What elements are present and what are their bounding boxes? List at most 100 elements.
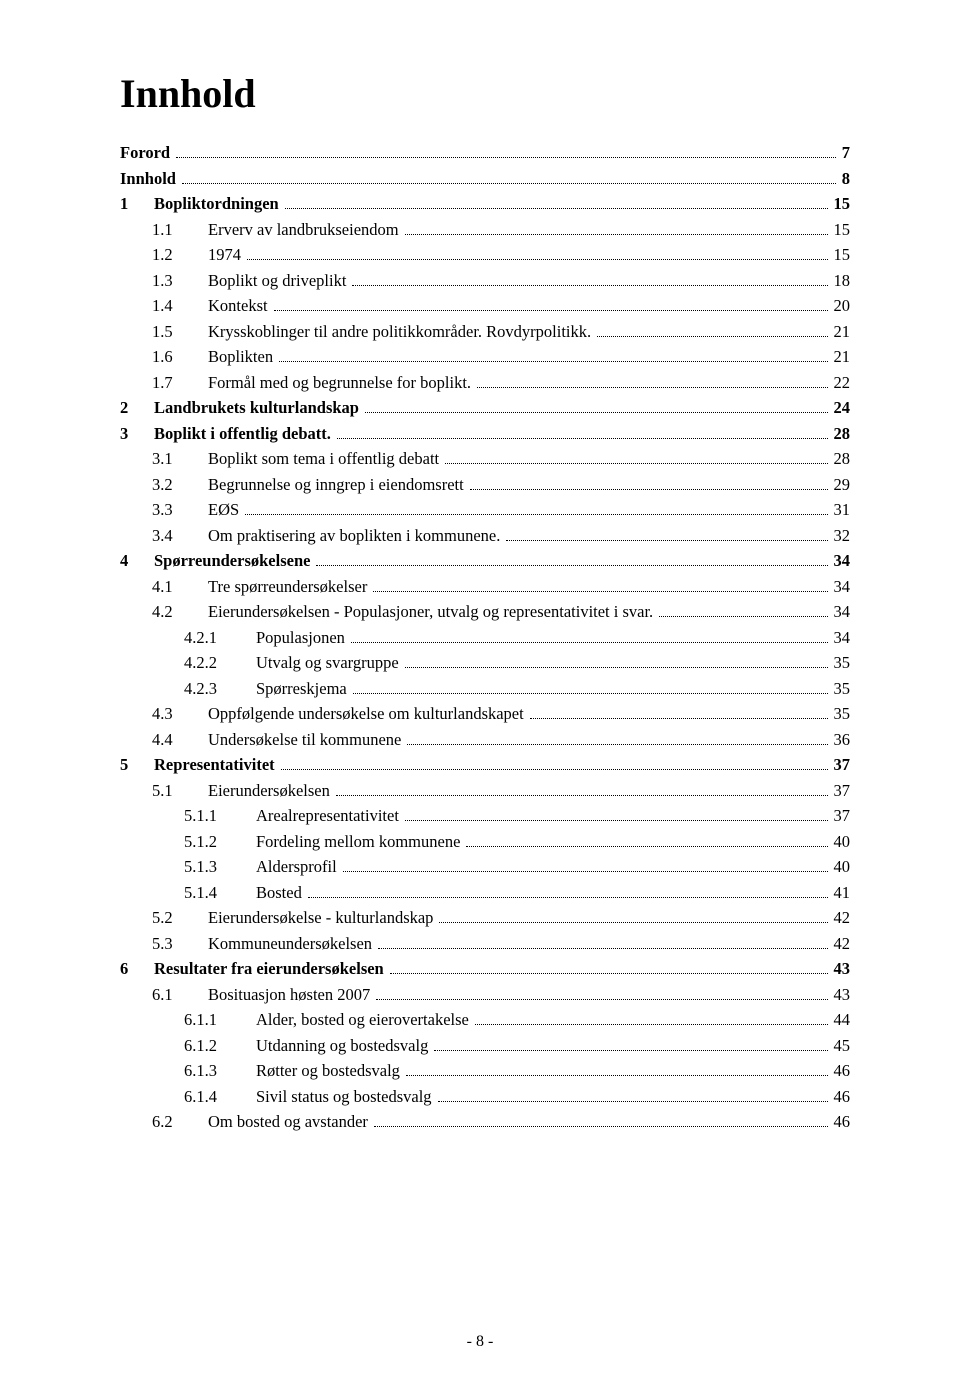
toc-entry: 5.3Kommuneundersøkelsen42: [120, 936, 850, 953]
toc-entry: 6Resultater fra eierundersøkelsen43: [120, 961, 850, 978]
toc-entry: 3.1Boplikt som tema i offentlig debatt28: [120, 451, 850, 468]
toc-entry: 5.1.3Aldersprofil40: [120, 859, 850, 876]
toc-entry-page: 22: [830, 375, 851, 392]
toc-entry-number: 5.3: [152, 936, 208, 953]
toc-entry-leader-dots: [434, 1050, 827, 1051]
toc-entry-page: 42: [830, 910, 851, 927]
toc-entry-number: 4.2: [152, 604, 208, 621]
toc-entry-page: 46: [830, 1063, 851, 1080]
toc-entry-leader-dots: [343, 871, 828, 872]
toc-entry-label: Eierundersøkelse - kulturlandskap: [208, 910, 437, 927]
toc-entry-leader-dots: [405, 234, 828, 235]
toc-entry-number: 4.2.3: [184, 681, 256, 698]
toc-entry-leader-dots: [352, 285, 827, 286]
toc-entry-leader-dots: [182, 183, 836, 184]
toc-entry: 1Bopliktordningen15: [120, 196, 850, 213]
toc-entry-label: 1974: [208, 247, 245, 264]
toc-entry-label: Bosituasjon høsten 2007: [208, 987, 374, 1004]
toc-entry-label: Utvalg og svargruppe: [256, 655, 403, 672]
toc-entry-leader-dots: [407, 744, 827, 745]
toc-entry-number: 4: [120, 553, 154, 570]
toc-entry-leader-dots: [336, 795, 828, 796]
toc-entry-label: Bosted: [256, 885, 306, 902]
toc-entry-leader-dots: [378, 948, 827, 949]
toc-entry-number: 3: [120, 426, 154, 443]
toc-entry-leader-dots: [274, 310, 828, 311]
toc-entry-page: 45: [830, 1038, 851, 1055]
toc-entry-number: 5.1.3: [184, 859, 256, 876]
toc-entry-number: 1.6: [152, 349, 208, 366]
toc-entry-label: Eierundersøkelsen - Populasjoner, utvalg…: [208, 604, 657, 621]
toc-entry-label: Boplikt i offentlig debatt.: [154, 426, 335, 443]
toc-entry-leader-dots: [438, 1101, 828, 1102]
toc-entry-leader-dots: [247, 259, 828, 260]
toc-entry-leader-dots: [337, 438, 828, 439]
toc-entry-label: Innhold: [120, 171, 180, 188]
toc-entry-leader-dots: [659, 616, 827, 617]
toc-entry-label: Populasjonen: [256, 630, 349, 647]
toc-entry-page: 24: [830, 400, 851, 417]
toc-entry-page: 15: [830, 196, 851, 213]
toc-entry-label: Spørreskjema: [256, 681, 351, 698]
toc-entry: 1.7Formål med og begrunnelse for boplikt…: [120, 375, 850, 392]
toc-entry: 1.2197415: [120, 247, 850, 264]
toc-entry-number: 5.1.4: [184, 885, 256, 902]
toc-entry: 5Representativitet37: [120, 757, 850, 774]
toc-entry-leader-dots: [405, 667, 828, 668]
toc-entry-leader-dots: [281, 769, 828, 770]
toc-entry-number: 1.7: [152, 375, 208, 392]
toc-entry-page: 43: [830, 961, 851, 978]
toc-entry-number: 4.2.2: [184, 655, 256, 672]
toc-entry-number: 1: [120, 196, 154, 213]
toc-entry-number: 4.4: [152, 732, 208, 749]
toc-entry-leader-dots: [176, 157, 836, 158]
toc-entry: Forord 7: [120, 145, 850, 162]
toc-entry-page: 34: [830, 579, 851, 596]
toc-entry-page: 18: [830, 273, 851, 290]
toc-entry: 4.2Eierundersøkelsen - Populasjoner, utv…: [120, 604, 850, 621]
toc-entry-leader-dots: [316, 565, 827, 566]
toc-entry-label: Oppfølgende undersøkelse om kulturlandsk…: [208, 706, 528, 723]
toc-entry-number: 4.1: [152, 579, 208, 596]
toc-entry-number: 1.1: [152, 222, 208, 239]
toc-entry-leader-dots: [475, 1024, 828, 1025]
toc-entry-label: Krysskoblinger til andre politikkområder…: [208, 324, 595, 341]
toc-entry-leader-dots: [308, 897, 828, 898]
toc-entry-page: 34: [830, 630, 851, 647]
toc-entry-leader-dots: [365, 412, 828, 413]
page-container: Innhold Forord7Innhold81Bopliktordningen…: [0, 0, 960, 1393]
toc-entry-number: 3.3: [152, 502, 208, 519]
toc-entry: 5.1.2Fordeling mellom kommunene40: [120, 834, 850, 851]
toc-entry-number: 6.2: [152, 1114, 208, 1131]
toc-entry: 4.1Tre spørreundersøkelser34: [120, 579, 850, 596]
toc-entry: 5.2Eierundersøkelse - kulturlandskap42: [120, 910, 850, 927]
toc-entry-leader-dots: [351, 642, 828, 643]
toc-entry-leader-dots: [466, 846, 827, 847]
toc-entry-label: Kontekst: [208, 298, 272, 315]
toc-entry-label: Røtter og bostedsvalg: [256, 1063, 404, 1080]
toc-entry-page: 7: [838, 145, 850, 162]
toc-entry-leader-dots: [245, 514, 827, 515]
toc-entry-number: 5.1: [152, 783, 208, 800]
toc-entry: 4.2.3Spørreskjema35: [120, 681, 850, 698]
toc-entry-label: Boplikt som tema i offentlig debatt: [208, 451, 443, 468]
toc-entry-label: Arealrepresentativitet: [256, 808, 403, 825]
toc-entry-label: Formål med og begrunnelse for boplikt.: [208, 375, 475, 392]
toc-entry-number: 4.3: [152, 706, 208, 723]
toc-entry-number: 1.5: [152, 324, 208, 341]
toc-entry-page: 21: [830, 349, 851, 366]
toc-entry-page: 37: [830, 757, 851, 774]
toc-entry-number: 1.2: [152, 247, 208, 264]
toc-entry: 1.1Erverv av landbrukseiendom15: [120, 222, 850, 239]
toc-entry-number: 4.2.1: [184, 630, 256, 647]
toc-entry-label: Landbrukets kulturlandskap: [154, 400, 363, 417]
toc-entry: 4.3Oppfølgende undersøkelse om kulturlan…: [120, 706, 850, 723]
toc-entry: 6.1.4Sivil status og bostedsvalg46: [120, 1089, 850, 1106]
toc-entry-number: 6.1.4: [184, 1089, 256, 1106]
toc-entry-number: 1.4: [152, 298, 208, 315]
toc-entry: 5.1.1Arealrepresentativitet37: [120, 808, 850, 825]
toc-entry-page: 36: [830, 732, 851, 749]
toc-entry-label: Spørreundersøkelsene: [154, 553, 314, 570]
toc-entry-page: 41: [830, 885, 851, 902]
toc-entry-label: Forord: [120, 145, 174, 162]
